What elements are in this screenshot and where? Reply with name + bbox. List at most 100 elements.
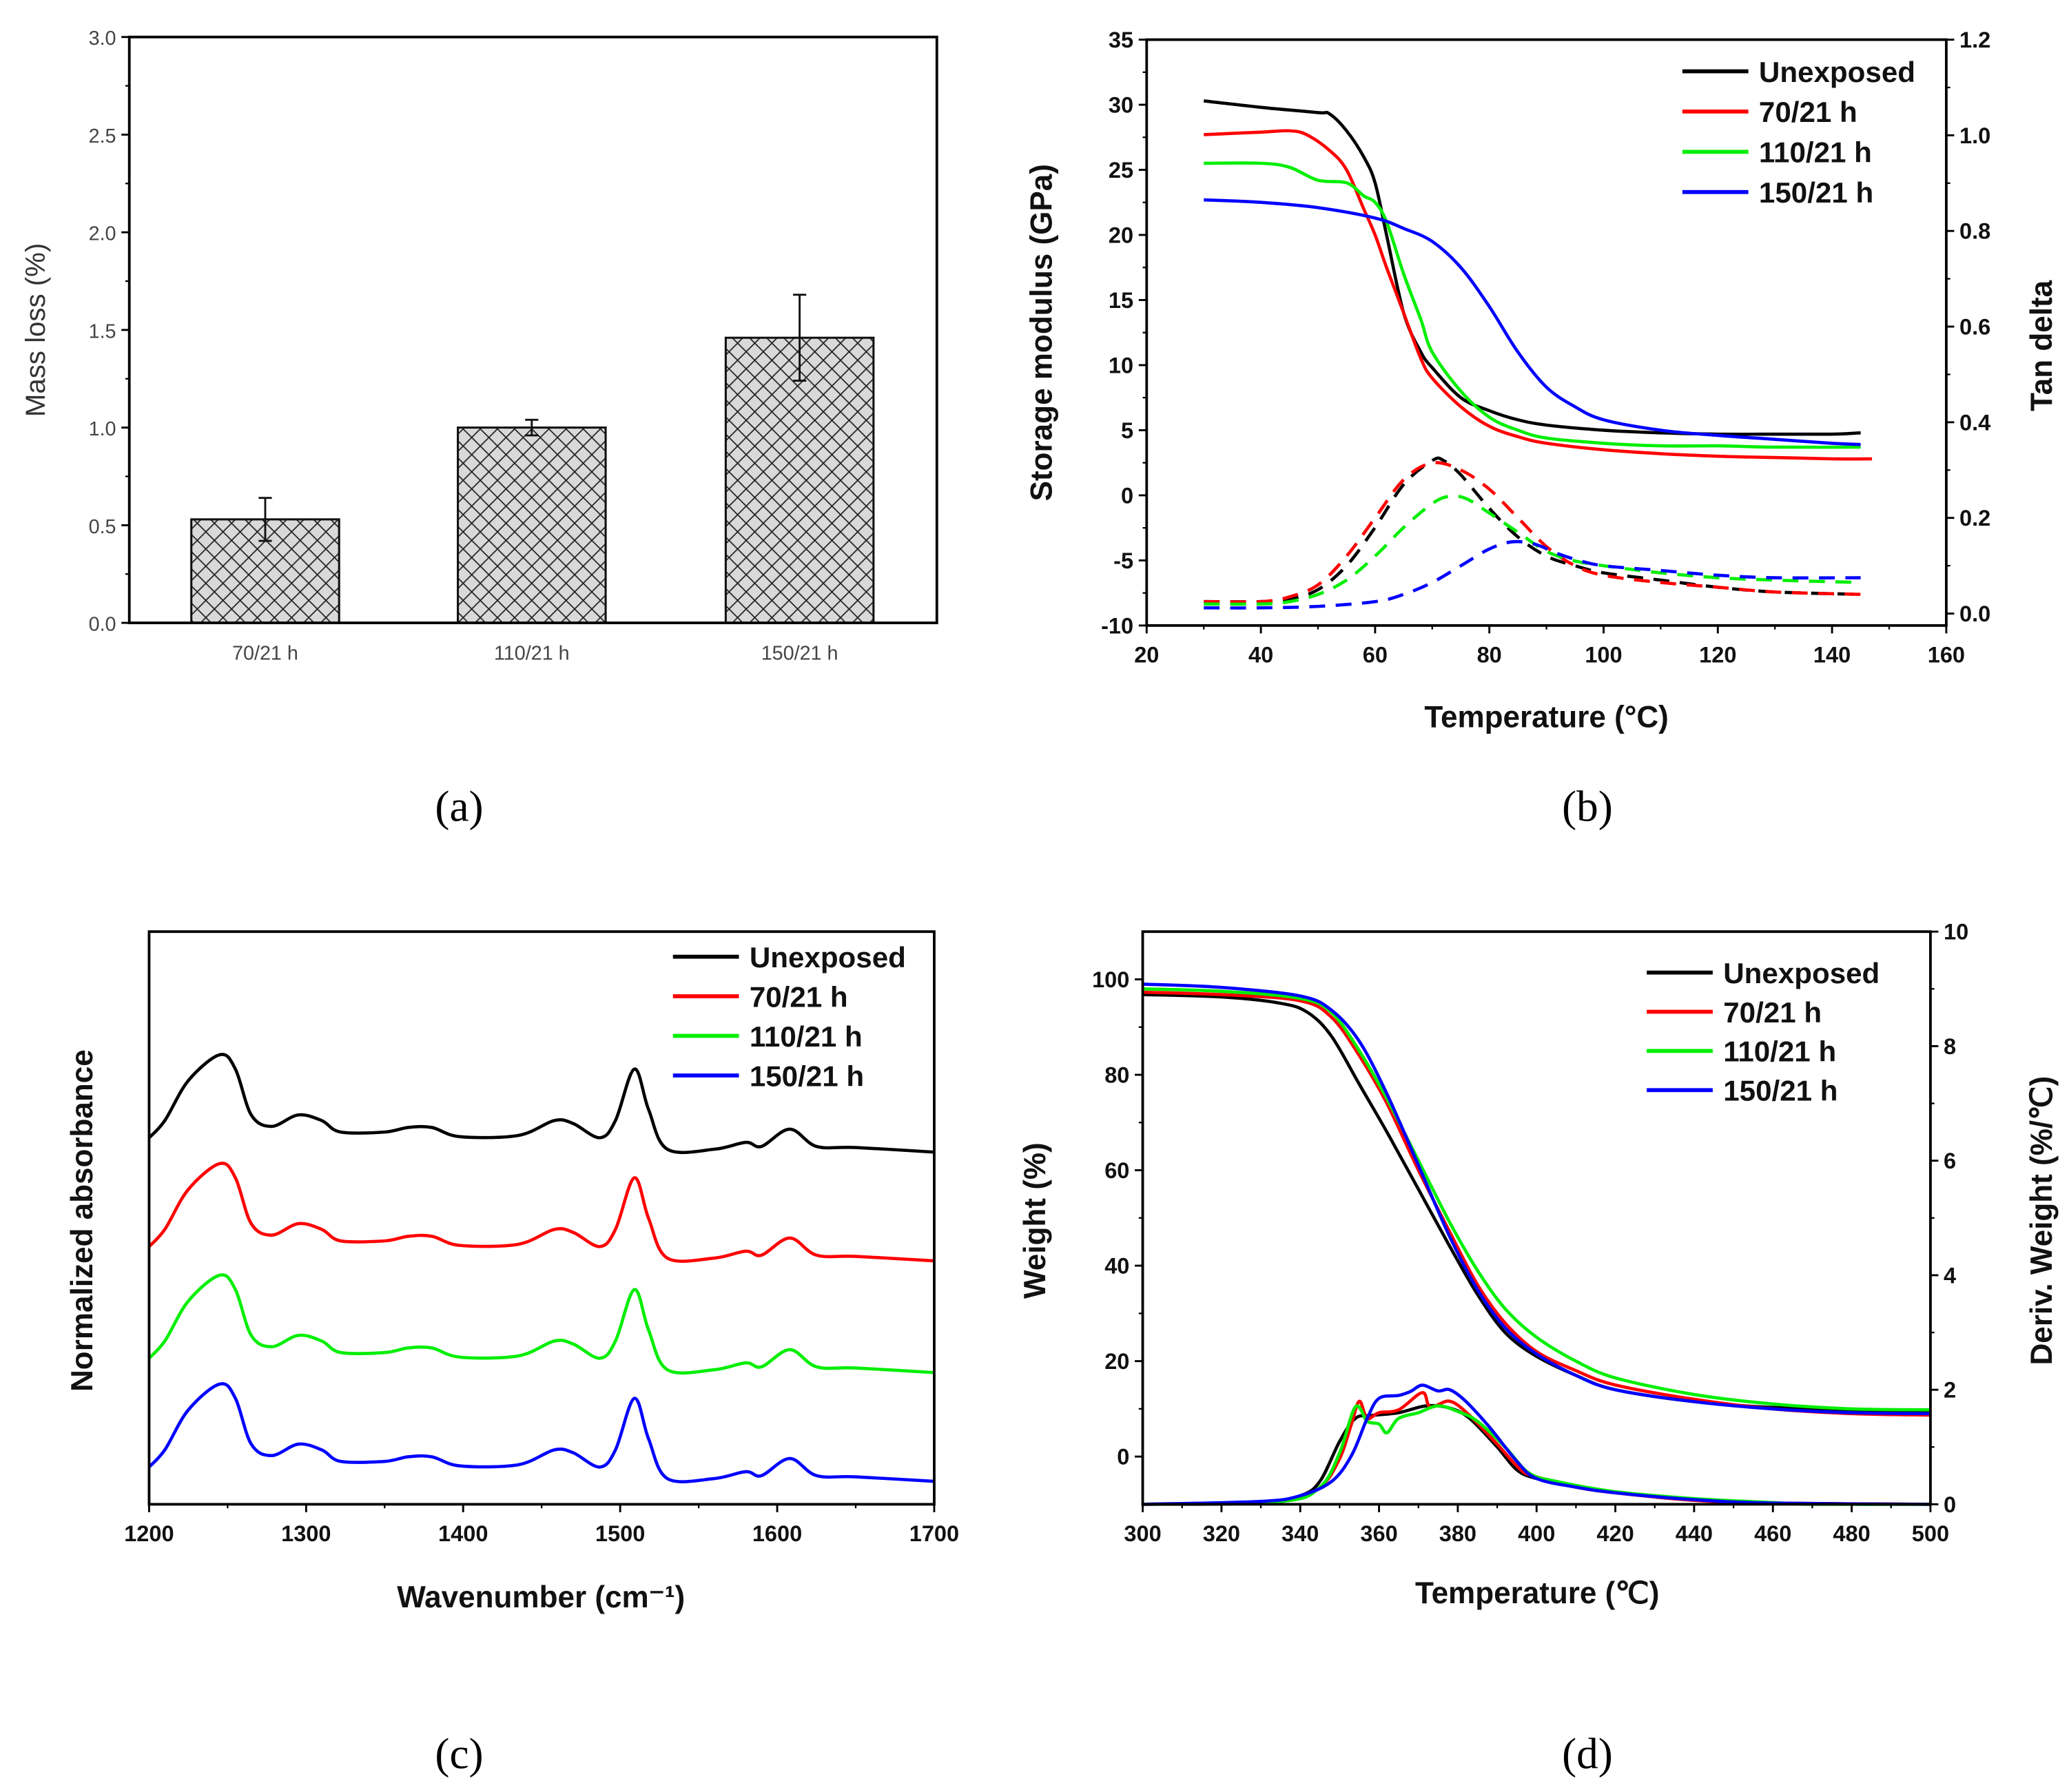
legend-label: 110/21 h [1759, 136, 1872, 169]
x-tick-label: 1200 [124, 1521, 174, 1546]
x-tick-label: 300 [1124, 1521, 1161, 1546]
x-category-label: 110/21 h [494, 643, 570, 665]
panel-d-tga-chart: 300 320 340 360 380 400 420 440 460 480 5000204060… [1018, 920, 2059, 1610]
y-tick-label: 1.0 [89, 418, 116, 440]
y2-tick-label: 10 [1944, 920, 1968, 945]
panel-c-ftir-chart: 1200 1300 1400 1500 1600 1700 Wavenumber (cm⁻¹… [65, 930, 959, 1614]
y-tick-label: 0 [1121, 483, 1133, 508]
legend-label: 150/21 h [750, 1060, 864, 1092]
spectrum-line [147, 1162, 935, 1263]
x-tick-label: 320 [1203, 1521, 1240, 1546]
x-tick-label: 360 [1360, 1521, 1397, 1546]
x-tick-label: 380 [1439, 1521, 1476, 1546]
y-tick-label: 30 [1109, 93, 1133, 118]
tan-delta-line [1204, 461, 1861, 604]
legend-label: Unexposed [1723, 957, 1880, 989]
tan-delta-line [1204, 539, 1861, 610]
x-tick-label: 100 [1585, 643, 1622, 668]
legend-label: Unexposed [1759, 56, 1915, 88]
y2-axis-label: Tan delta [2025, 280, 2059, 411]
y2-tick-label: 0.4 [1959, 410, 1990, 435]
y-tick-label: 2.5 [89, 125, 116, 147]
x-tick-label: 20 [1134, 643, 1159, 668]
bar-group [457, 418, 607, 624]
x-tick-label: 1300 [281, 1521, 331, 1546]
y-tick-label: 100 [1092, 967, 1129, 992]
x-tick-label: 160 [1928, 643, 1965, 668]
storage-modulus-line [1204, 161, 1861, 449]
spectrum-line [147, 1273, 935, 1375]
plot-frame [147, 930, 936, 1506]
deriv-weight-line [1142, 1404, 1931, 1506]
y2-tick-label: 0.2 [1959, 506, 1990, 531]
caption-d: (d) [1562, 1729, 1613, 1778]
y2-tick-label: 0.0 [1959, 601, 1990, 626]
panel-b-dma-chart: 20 40 60 80 100 120 140 160 -10 -5 0 5 10 15 20 25 30 35 0… [1025, 28, 2059, 734]
y2-axis-label: Deriv. Weight (%/℃) [2025, 1076, 2059, 1366]
bar-group [190, 497, 340, 624]
legend-label: 150/21 h [1759, 176, 1873, 209]
legend-item: 70/21 h [672, 980, 848, 1013]
y-tick-label: 10 [1109, 353, 1133, 378]
legend-item: 110/21 h [1647, 1036, 1836, 1068]
weight-line [1142, 987, 1931, 1412]
legend-item: 70/21 h [1647, 996, 1822, 1029]
legend-item: Unexposed [1647, 957, 1880, 989]
y2-tick-label: 0 [1944, 1492, 1956, 1517]
legend-item: 150/21 h [1647, 1075, 1838, 1107]
spectrum-line [147, 1053, 935, 1155]
y-axis-label: Storage modulus (GPa) [1025, 164, 1058, 501]
y2-tick-label: 0.6 [1959, 315, 1990, 340]
storage-modulus-line [1204, 198, 1861, 446]
y2-tick-label: 6 [1944, 1149, 1956, 1173]
y-tick-label: 1.5 [89, 320, 116, 342]
x-tick-label: 460 [1754, 1521, 1791, 1546]
legend-label: 70/21 h [1759, 96, 1857, 128]
caption-a: (a) [435, 782, 483, 830]
deriv-weight-line [1142, 1383, 1931, 1506]
y-tick-label: 60 [1104, 1158, 1129, 1183]
y-tick-label: 3.0 [89, 28, 116, 50]
bar [724, 336, 875, 624]
y-tick-label: 5 [1121, 418, 1133, 443]
caption-b: (b) [1562, 782, 1613, 830]
storage-modulus-line [1204, 129, 1873, 461]
legend-item: 70/21 h [1682, 96, 1857, 128]
x-tick-label: 400 [1518, 1521, 1555, 1546]
spectrum-line [147, 1382, 935, 1483]
legend-item: 110/21 h [1682, 136, 1872, 169]
x-tick-label: 500 [1912, 1521, 1949, 1546]
x-tick-label: 120 [1699, 643, 1736, 668]
caption-c: (c) [435, 1729, 483, 1778]
x-tick-label: 80 [1477, 643, 1502, 668]
legend-item: 150/21 h [672, 1060, 864, 1092]
y2-tick-label: 2 [1944, 1378, 1956, 1403]
y-tick-label: -10 [1101, 613, 1133, 638]
x-tick-label: 480 [1833, 1521, 1870, 1546]
y-tick-label: 15 [1109, 288, 1133, 313]
y-tick-label: 80 [1104, 1062, 1129, 1087]
x-tick-label: 420 [1596, 1521, 1634, 1546]
tan-delta-line [1204, 494, 1861, 606]
y-tick-label: 0.0 [89, 614, 116, 636]
y2-tick-label: 8 [1944, 1034, 1956, 1059]
x-tick-label: 1400 [438, 1521, 488, 1546]
weight-line [1142, 982, 1931, 1416]
legend-label: 70/21 h [750, 980, 848, 1013]
y2-tick-label: 4 [1944, 1263, 1956, 1288]
deriv-weight-line [1142, 1403, 1931, 1506]
bar-group [724, 293, 875, 624]
y2-tick-label: 0.8 [1959, 219, 1990, 244]
y-tick-label: -5 [1113, 548, 1133, 573]
x-tick-label: 340 [1281, 1521, 1319, 1546]
y-tick-label: 20 [1104, 1349, 1129, 1374]
panel-a-mass-loss-bar-chart: 70/21 h 110/21 h 150/21 h 0.0 0.5 1.0 1.5 2.0 2.… [20, 28, 938, 665]
legend-item: Unexposed [672, 941, 906, 974]
x-tick-label: 40 [1248, 643, 1273, 668]
y-tick-label: 40 [1104, 1254, 1129, 1279]
legend-item: 150/21 h [1682, 176, 1873, 209]
y-tick-label: 35 [1109, 28, 1133, 52]
y2-tick-label: 1.0 [1959, 123, 1990, 148]
bar [457, 426, 607, 624]
